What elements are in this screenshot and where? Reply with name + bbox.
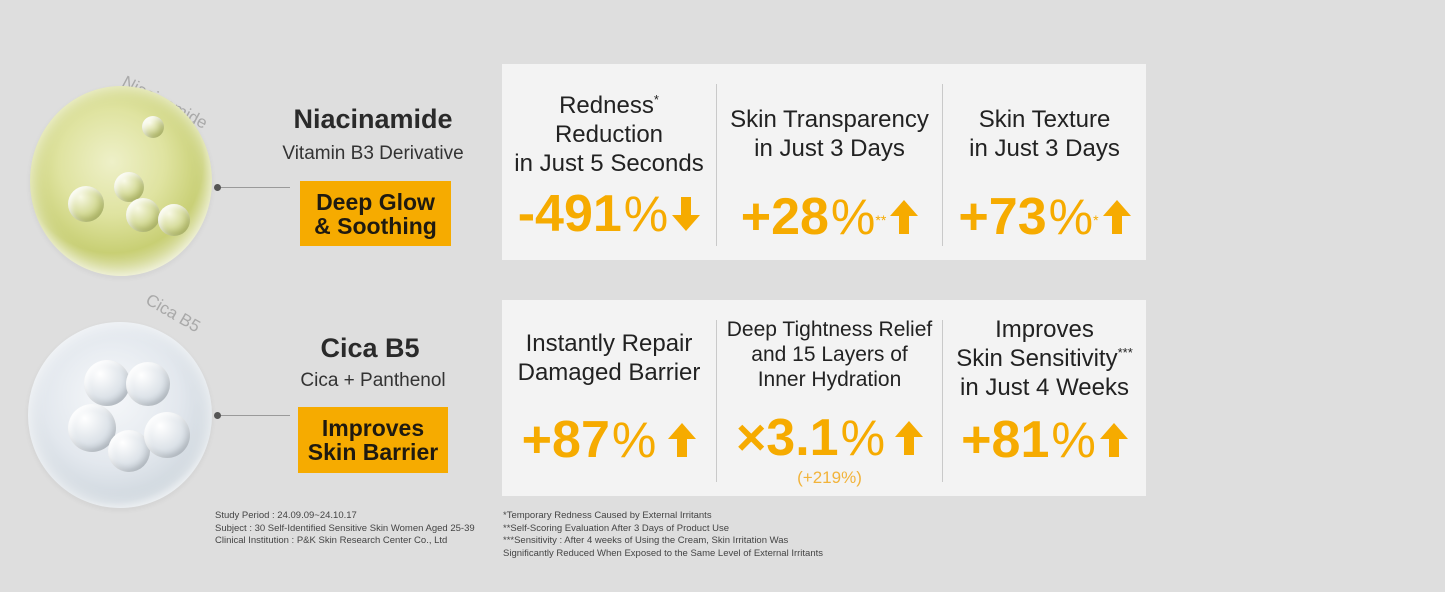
metric-footnote-mark: * <box>1093 212 1099 228</box>
metric-note: (+219%) <box>797 468 862 487</box>
niacinamide-bubble-image <box>30 86 212 276</box>
metric-footnote-mark: ** <box>875 212 887 228</box>
metric-cell-sensitivity: Improves Skin Sensitivity*** in Just 4 W… <box>943 300 1146 496</box>
metric-value: -491% <box>502 184 716 244</box>
niacinamide-connector-dot <box>214 184 221 191</box>
footnotes: *Temporary Redness Caused by External Ir… <box>503 510 823 560</box>
cica-bead <box>84 360 130 406</box>
study-info: Study Period : 24.09.09~24.10.17 Subject… <box>215 510 475 548</box>
metric-title-line: in Just 3 Days <box>969 135 1120 162</box>
cica-bubble-image <box>28 322 212 508</box>
panel-divider <box>716 320 717 482</box>
metric-title: Deep Tightness Relief and 15 Layers of I… <box>717 317 942 392</box>
metric-value: +87% <box>502 410 716 470</box>
niacinamide-badge-line1: Deep Glow <box>316 188 435 215</box>
down-arrow-icon <box>672 197 701 231</box>
metric-title-line: Deep Tightness Relief <box>726 318 933 341</box>
niacinamide-connector-line <box>218 187 290 188</box>
metric-number: +87 <box>521 411 610 469</box>
panel-divider <box>716 84 717 246</box>
metric-title: Redness* Reduction in Just 5 Seconds <box>502 91 716 178</box>
niacinamide-subtitle: Vitamin B3 Derivative <box>282 143 464 164</box>
niacinamide-bead <box>142 116 164 138</box>
metric-title: Skin Transparency in Just 3 Days <box>717 105 942 163</box>
metric-unit: % <box>623 186 669 242</box>
metric-title-line: Skin Texture <box>978 106 1111 133</box>
footnote: **Self-Scoring Evaluation After 3 Days o… <box>503 522 730 534</box>
cica-badge-line2: Skin Barrier <box>307 439 439 465</box>
metric-unit: % <box>840 410 886 466</box>
study-subject: Subject : 30 Self-Identified Sensitive S… <box>215 522 475 534</box>
metric-unit: % <box>1048 189 1094 245</box>
cica-bead <box>108 430 150 472</box>
cica-connector-line <box>218 415 290 416</box>
metric-title-line: Reduction <box>554 121 664 148</box>
metric-title-line: in Just 4 Weeks <box>960 374 1129 401</box>
metric-number: +81 <box>961 411 1050 469</box>
niacinamide-badge-line2: & Soothing <box>314 212 437 239</box>
up-arrow-icon <box>895 421 924 455</box>
up-arrow-icon <box>668 423 697 457</box>
metric-footnote-mark: *** <box>1117 345 1133 360</box>
metric-value: +73% * <box>943 184 1146 250</box>
metric-title-line: Skin Sensitivity <box>956 345 1118 372</box>
metric-value: +81% <box>943 410 1146 470</box>
metric-title-line: in Just 5 Seconds <box>514 150 704 177</box>
niacinamide-bead <box>158 204 190 236</box>
metric-cell-redness: Redness* Reduction in Just 5 Seconds -49… <box>502 64 716 260</box>
metric-number: +28 <box>740 188 829 246</box>
footnote: *Temporary Redness Caused by External Ir… <box>503 510 712 521</box>
metric-number: -491 <box>517 185 622 243</box>
cica-bead <box>144 412 190 458</box>
niacinamide-bead <box>68 186 104 222</box>
metric-number: +73 <box>958 188 1047 246</box>
cica-connector-dot <box>214 412 221 419</box>
cica-name: Cica B5 <box>320 333 420 363</box>
niacinamide-name: Niacinamide <box>293 104 453 134</box>
metric-title: Improves Skin Sensitivity*** in Just 4 W… <box>943 315 1146 402</box>
metric-cell-transparency: Skin Transparency in Just 3 Days +28% ** <box>717 64 942 260</box>
niacinamide-badge: Deep Glow & Soothing <box>300 181 451 246</box>
metric-number: ×3.1 <box>735 409 839 467</box>
metric-title-line: Damaged Barrier <box>517 359 701 386</box>
niacinamide-bead <box>126 198 160 232</box>
metric-unit: % <box>611 412 657 468</box>
metric-title-line: Redness <box>559 92 654 119</box>
study-period: Study Period : 24.09.09~24.10.17 <box>215 510 357 521</box>
footnote: Significantly Reduced When Exposed to th… <box>503 547 824 559</box>
metric-cell-barrier-repair: Instantly Repair Damaged Barrier +87% <box>502 300 716 496</box>
panel-divider <box>942 84 943 246</box>
footnote: ***Sensitivity : After 4 weeks of Using … <box>503 535 789 546</box>
up-arrow-icon <box>890 200 919 234</box>
metric-footnote-mark: * <box>653 92 659 107</box>
cica-badge-line1: Improves <box>321 415 425 441</box>
panel-divider <box>942 320 943 482</box>
metric-title-line: and 15 Layers of <box>751 343 908 366</box>
metric-title: Instantly Repair Damaged Barrier <box>502 329 716 387</box>
metric-title-line: Skin Transparency <box>730 106 929 133</box>
up-arrow-icon <box>1102 200 1131 234</box>
metric-cell-hydration: Deep Tightness Relief and 15 Layers of I… <box>717 300 942 496</box>
metric-title-line: Improves <box>995 316 1094 343</box>
metric-unit: % <box>830 189 876 245</box>
niacinamide-results-panel: Redness* Reduction in Just 5 Seconds -49… <box>502 64 1146 260</box>
metric-unit: % <box>1051 412 1096 468</box>
niacinamide-bead <box>114 172 144 202</box>
metric-value: +28% ** <box>717 184 942 250</box>
cica-results-panel: Instantly Repair Damaged Barrier +87% De… <box>502 300 1146 496</box>
study-institution: Clinical Institution : P&K Skin Research… <box>215 535 448 546</box>
metric-title: Skin Texture in Just 3 Days <box>943 105 1146 163</box>
cica-subtitle: Cica + Panthenol <box>300 370 446 391</box>
metric-title-line: Inner Hydration <box>757 368 902 391</box>
metric-title-line: Instantly Repair <box>525 330 693 357</box>
up-arrow-icon <box>1099 423 1128 457</box>
metric-cell-texture: Skin Texture in Just 3 Days +73% * <box>943 64 1146 260</box>
cica-badge: Improves Skin Barrier <box>298 407 448 473</box>
metric-value: ×3.1% <box>717 408 942 468</box>
cica-bead <box>126 362 170 406</box>
metric-title-line: in Just 3 Days <box>754 135 905 162</box>
